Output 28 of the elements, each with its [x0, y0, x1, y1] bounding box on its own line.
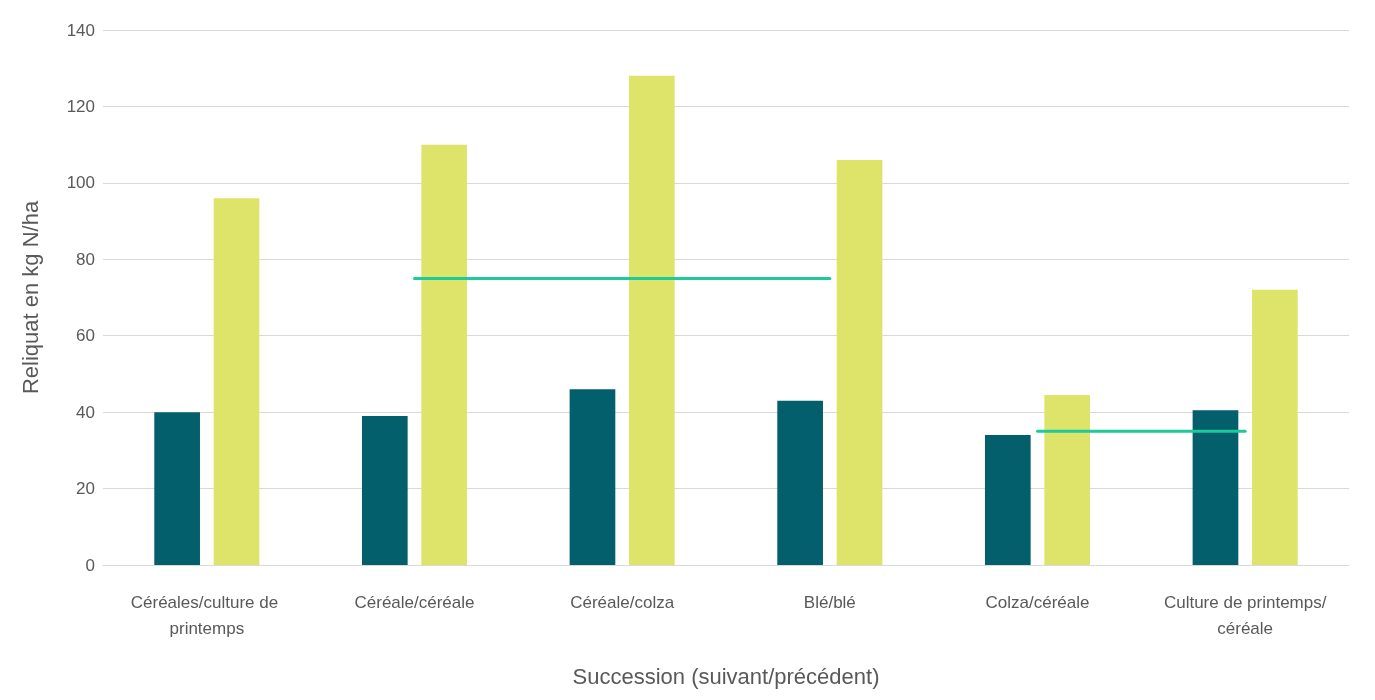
x-tick-label: Céréale/céréale: [354, 592, 475, 612]
y-tick-label: 80: [76, 249, 95, 269]
bar: [1252, 289, 1298, 565]
bar: [569, 389, 616, 565]
bar: [361, 415, 408, 565]
bar: [154, 412, 200, 565]
x-tick-label: Culture de printemps/céréale: [1163, 592, 1327, 638]
x-tick-label: Céréale/colza: [570, 592, 675, 612]
x-tick-label: Colza/céréale: [985, 592, 1090, 612]
bar: [777, 400, 823, 565]
y-tick-label: 120: [66, 96, 95, 116]
y-tick-label: 60: [76, 326, 95, 346]
bar: [1044, 394, 1091, 565]
x-tick-label: Céréales/culture de printemps: [130, 592, 283, 638]
y-tick-label: 20: [76, 479, 95, 499]
bar: [984, 435, 1031, 565]
y-tick-label: 100: [66, 173, 95, 193]
bar: [629, 75, 675, 565]
bar: [1192, 410, 1239, 565]
y-tick-label: 40: [76, 402, 95, 422]
y-tick-label: 140: [66, 20, 95, 40]
y-axis-title: Reliquat en kg N/ha: [17, 200, 43, 395]
bar: [836, 159, 883, 565]
bar: [213, 198, 260, 565]
x-axis-title: Succession (suivant/précédent): [572, 663, 880, 689]
x-tick-label: Blé/blé: [803, 592, 856, 612]
bar: [421, 144, 468, 565]
y-tick-label: 0: [85, 555, 95, 575]
